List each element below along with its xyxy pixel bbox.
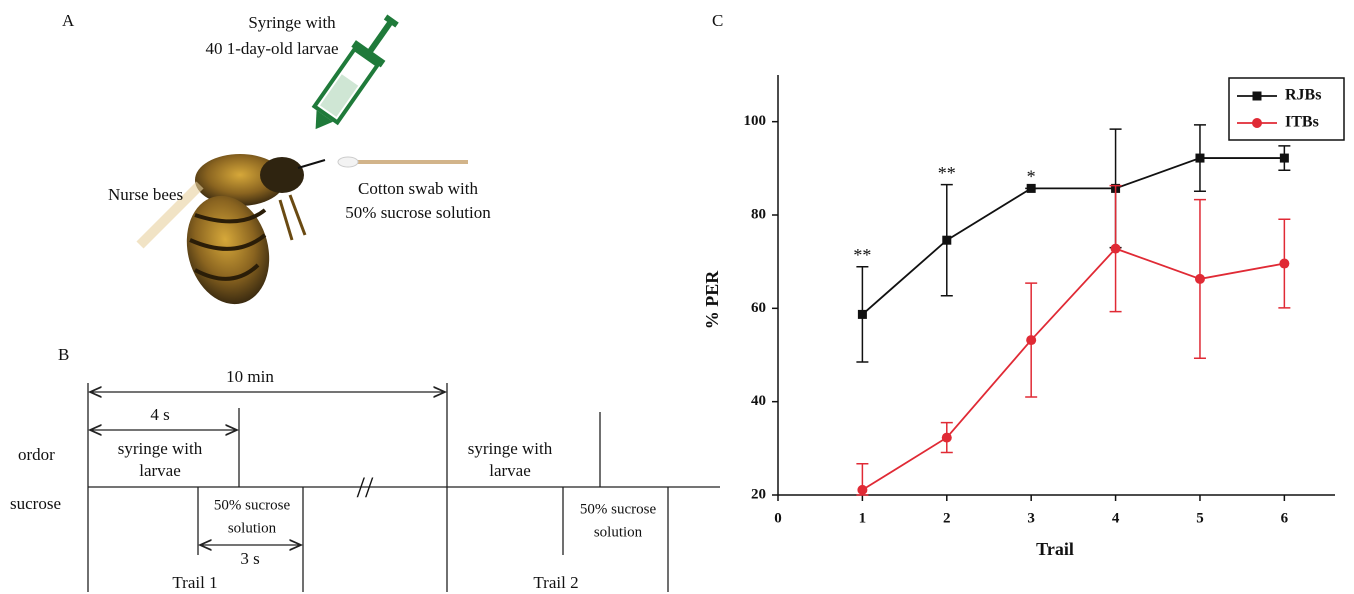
x-tick-label: 4 xyxy=(1112,510,1120,526)
y-tick-label: 20 xyxy=(751,486,766,502)
x-tick-label: 2 xyxy=(943,510,951,526)
significance: ** xyxy=(938,163,956,183)
marker xyxy=(941,432,952,443)
label: solution xyxy=(228,520,277,536)
swab-icon xyxy=(337,156,468,168)
marker xyxy=(1194,273,1205,284)
x-tick-label: 3 xyxy=(1027,510,1035,526)
x-tick-label: 0 xyxy=(774,510,782,526)
panel-letter: C xyxy=(712,11,723,30)
marker xyxy=(1110,243,1121,254)
label: Syringe with xyxy=(248,13,336,32)
marker xyxy=(857,309,867,319)
marker xyxy=(1279,153,1289,163)
y-axis-label: % PER xyxy=(702,270,722,330)
x-tick-label: 1 xyxy=(859,510,867,526)
label: Nurse bees xyxy=(108,185,183,204)
marker xyxy=(942,235,952,245)
label: larvae xyxy=(139,461,181,480)
significance: ** xyxy=(853,245,871,265)
label: 40 1-day-old larvae xyxy=(205,39,338,58)
label: Trail 1 xyxy=(172,573,217,592)
timeline xyxy=(87,383,720,592)
label: solution xyxy=(594,524,643,540)
legend-marker xyxy=(1252,118,1262,128)
bee-image xyxy=(136,154,326,305)
x-tick-label: 5 xyxy=(1196,510,1204,526)
series-line xyxy=(861,157,1285,316)
row-label: ordor xyxy=(18,445,55,464)
label: Trail 2 xyxy=(533,573,578,592)
label: 50% sucrose xyxy=(214,497,291,513)
marker xyxy=(1279,258,1290,269)
series-line xyxy=(861,247,1285,491)
label: 10 min xyxy=(226,367,274,386)
legend-box xyxy=(1228,77,1345,141)
marker xyxy=(1195,153,1205,163)
break-mark: // xyxy=(357,471,374,504)
label: syringe with xyxy=(118,439,203,458)
y-tick-label: 80 xyxy=(751,206,766,222)
x-axis-label: Trail xyxy=(1036,539,1074,559)
row-label: sucrose xyxy=(10,494,61,513)
label: 50% sucrose xyxy=(580,501,657,517)
y-tick-label: 60 xyxy=(751,300,766,316)
label: 3 s xyxy=(240,549,259,568)
syringe-icon xyxy=(311,14,399,130)
label: syringe with xyxy=(468,439,553,458)
y-tick-label: 40 xyxy=(751,393,766,409)
label: 50% sucrose solution xyxy=(345,203,491,222)
marker xyxy=(1026,335,1037,346)
legend-marker xyxy=(1252,91,1262,101)
label: Cotton swab with xyxy=(358,179,478,198)
marker xyxy=(1026,183,1036,193)
label: 4 s xyxy=(150,405,169,424)
legend-label: ITBs xyxy=(1285,114,1319,131)
y-tick-label: 100 xyxy=(744,113,767,129)
panel-letter: A xyxy=(62,11,75,30)
panel-letter: B xyxy=(58,345,69,364)
label: larvae xyxy=(489,461,531,480)
x-tick-label: 6 xyxy=(1281,510,1289,526)
marker xyxy=(857,484,868,495)
significance: * xyxy=(1027,167,1036,187)
legend-label: RJBs xyxy=(1285,87,1321,104)
